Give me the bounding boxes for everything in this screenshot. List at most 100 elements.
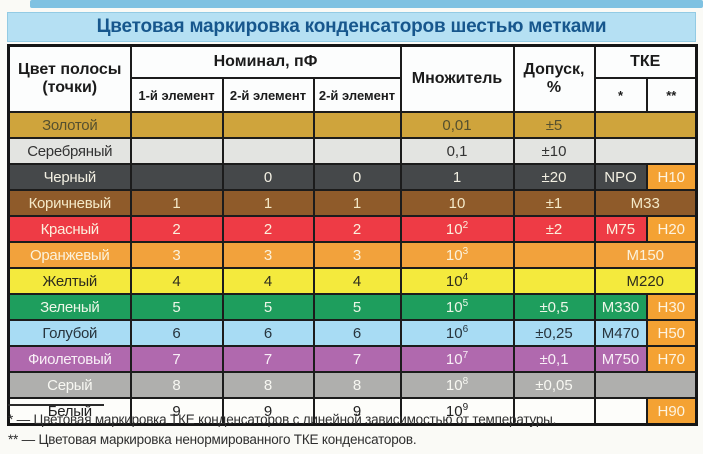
col-header-tke-star: * (593, 77, 648, 113)
col-header-tolerance: Допуск, % (512, 44, 596, 113)
tke-double-star-cell: Н70 (645, 345, 698, 373)
tolerance-cell: ±0,1 (512, 345, 596, 373)
col-header-element3: 2-й элемент (312, 77, 402, 113)
color-name-cell: Черный (7, 163, 132, 191)
multiplier-value: 10 (445, 220, 463, 238)
tke-span-cell (593, 137, 698, 165)
element2-cell (221, 137, 315, 165)
element3-cell: 2 (312, 215, 402, 243)
tke-star-cell: М750 (593, 345, 648, 373)
table-row-light-blue: Голубой 6 6 6 106 ±0,25 М470 Н50 (7, 319, 698, 347)
element1-cell: 9 (129, 397, 224, 426)
tolerance-cell (512, 397, 596, 426)
multiplier-value: 10 (445, 350, 463, 368)
element3-cell: 7 (312, 345, 402, 373)
element3-cell: 6 (312, 319, 402, 347)
element2-cell: 5 (221, 293, 315, 321)
color-name-cell: Серебряный (7, 137, 132, 165)
footnote-double-star: ** — Цветовая маркировка ненормированног… (8, 432, 417, 448)
tke-double-star-cell: Н20 (645, 215, 698, 243)
element3-cell: 0 (312, 163, 402, 191)
tke-span-cell (593, 111, 698, 139)
multiplier-cell: 105 (399, 293, 515, 321)
color-name-cell: Серый (7, 371, 132, 399)
table-row-brown: Коричневый 1 1 1 10 ±1 М33 (7, 189, 698, 217)
col-header-multiplier: Множитель (399, 44, 515, 113)
color-name-cell: Золотой (7, 111, 132, 139)
multiplier-cell: 104 (399, 267, 515, 295)
element1-cell (129, 137, 224, 165)
tolerance-cell (512, 267, 596, 295)
col-header-tolerance-line2: % (546, 79, 562, 96)
element3-cell: 5 (312, 293, 402, 321)
element2-cell: 9 (221, 397, 315, 426)
multiplier-cell: 0,01 (399, 111, 515, 139)
table-row-green: Зеленый 5 5 5 105 ±0,5 М330 Н30 (7, 293, 698, 321)
tke-span-cell: М150 (593, 241, 698, 269)
table-row-gold: Золотой 0,01 ±5 (7, 111, 698, 139)
tolerance-cell: ±1 (512, 189, 596, 217)
element2-cell: 8 (221, 371, 315, 399)
color-name-cell: Фиолетовый (7, 345, 132, 373)
color-name-cell: Оранжевый (7, 241, 132, 269)
col-header-tolerance-line1: Допуск, (523, 60, 585, 78)
tke-double-star-cell: Н30 (645, 293, 698, 321)
element1-cell: 1 (129, 189, 224, 217)
tke-star-cell: М470 (593, 319, 648, 347)
tolerance-cell: ±0,05 (512, 371, 596, 399)
multiplier-cell: 109 (399, 397, 515, 426)
element3-cell: 3 (312, 241, 402, 269)
capacitor-color-table: Цвет полосы (точки) Номинал, пФ Множител… (7, 44, 698, 426)
multiplier-cell: 1 (399, 163, 515, 191)
element3-cell (312, 137, 402, 165)
tke-star-cell: NPO (593, 163, 648, 191)
multiplier-cell: 10 (399, 189, 515, 217)
element2-cell: 2 (221, 215, 315, 243)
tke-star-cell (593, 397, 648, 426)
multiplier-exponent: 3 (462, 245, 469, 257)
tke-star-cell: М330 (593, 293, 648, 321)
footnotes: * — Цветовая маркировка ТКЕ конденсаторо… (8, 404, 695, 451)
multiplier-cell: 106 (399, 319, 515, 347)
multiplier-value: 10 (448, 194, 466, 212)
multiplier-cell: 103 (399, 241, 515, 269)
element2-cell: 4 (221, 267, 315, 295)
page-title: Цветовая маркировка конденсаторов шестью… (96, 16, 607, 37)
element2-cell: 1 (221, 189, 315, 217)
col-header-color: Цвет полосы (точки) (7, 44, 132, 113)
multiplier-exponent: 2 (462, 219, 469, 231)
multiplier-exponent: 9 (462, 401, 469, 413)
element2-cell: 3 (221, 241, 315, 269)
element1-cell: 8 (129, 371, 224, 399)
col-header-color-line1: Цвет полосы (18, 60, 122, 78)
col-header-tke: ТКЕ (593, 44, 698, 79)
multiplier-exponent: 4 (462, 271, 469, 283)
multiplier-value: 10 (445, 246, 463, 264)
tolerance-cell: ±0,25 (512, 319, 596, 347)
tolerance-cell (512, 241, 596, 269)
color-name-cell: Желтый (7, 267, 132, 295)
page-top-strip (30, 0, 703, 8)
tke-double-star-cell: Н90 (645, 397, 698, 426)
element2-cell (221, 111, 315, 139)
element1-cell (129, 111, 224, 139)
table-row-black: Черный 0 0 1 ±20 NPO Н10 (7, 163, 698, 191)
multiplier-exponent: 8 (462, 375, 469, 387)
color-name-cell: Красный (7, 215, 132, 243)
multiplier-value: 0,01 (442, 116, 472, 134)
table-row-violet: Фиолетовый 7 7 7 107 ±0,1 М750 Н70 (7, 345, 698, 373)
tke-double-star-cell: Н50 (645, 319, 698, 347)
element3-cell: 8 (312, 371, 402, 399)
element1-cell: 3 (129, 241, 224, 269)
table-row-white: Белый 9 9 9 109 Н90 (7, 397, 698, 426)
multiplier-cell: 102 (399, 215, 515, 243)
tke-double-star-cell: Н10 (645, 163, 698, 191)
element1-cell (129, 163, 224, 191)
col-header-element1: 1-й элемент (129, 77, 224, 113)
tke-span-cell: М220 (593, 267, 698, 295)
multiplier-exponent: 5 (462, 297, 469, 309)
tolerance-cell: ±20 (512, 163, 596, 191)
element1-cell: 4 (129, 267, 224, 295)
footnote-separator (8, 404, 104, 406)
element1-cell: 7 (129, 345, 224, 373)
